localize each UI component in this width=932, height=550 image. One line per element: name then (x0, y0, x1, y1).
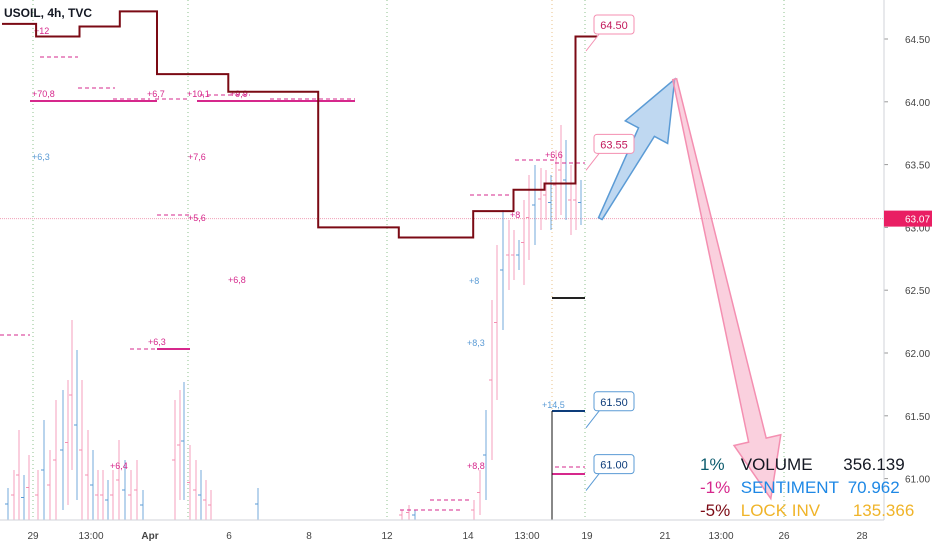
up-projection-arrow (597, 77, 676, 221)
level-tag[interactable]: 61.00 (585, 454, 635, 491)
annotation-label: +12 (34, 26, 49, 36)
annotation-label: +8,3 (467, 338, 485, 348)
level-tags-layer[interactable]: 64.50 63.55 61.50 61.00 (585, 14, 635, 491)
level-tag[interactable]: 64.50 (585, 14, 635, 52)
level-tag[interactable]: 61.50 (585, 391, 635, 429)
tag-pointer (585, 472, 601, 491)
time-tick-label: Apr (141, 531, 158, 542)
step-line-layer (2, 10, 598, 239)
annotation-label: +14,5 (542, 400, 565, 410)
metric-value: 135.366 (852, 501, 915, 520)
annotation-label: +6,3 (148, 337, 166, 347)
metrics-panel: 1% VOLUME 356.139 -1% SENTIMENT 70.962 -… (700, 453, 914, 522)
price-tick-label: 62.00 (905, 349, 930, 360)
tag-pointer (585, 32, 601, 52)
annotation-label: +6,8 (228, 275, 246, 285)
time-tick-label: 13:00 (514, 531, 539, 542)
time-tick-label: 6 (226, 531, 232, 542)
time-axis[interactable]: 29 13:00 Apr 6 8 12 14 13:00 19 21 13:00 26 28 (0, 519, 884, 542)
annotation-label: +6,6 (545, 150, 563, 160)
time-tick-label: 8 (306, 531, 312, 542)
annotation-label: +7,6 (188, 152, 206, 162)
metric-value: 70.962 (847, 478, 900, 497)
price-step-line (2, 10, 598, 239)
metric-pct: -5% (700, 501, 731, 520)
tag-box (593, 133, 635, 154)
annotation-label: +8 (469, 276, 479, 286)
metric-pct: -1% (700, 478, 731, 497)
tag-label: 61.50 (600, 397, 628, 409)
time-tick-label: 28 (856, 531, 868, 542)
tag-pointer (585, 409, 601, 429)
time-tick-label: 21 (659, 531, 671, 542)
projection-arrows (597, 77, 782, 501)
tag-pointer (585, 152, 601, 171)
time-tick-label: 12 (381, 531, 393, 542)
price-tick-label: 61.00 (905, 475, 930, 486)
price-tick-label: 64.00 (905, 98, 930, 109)
time-tick-label: 29 (27, 531, 39, 542)
current-price-label: 63.07 (905, 215, 930, 226)
level-tag[interactable]: 63.55 (585, 133, 635, 171)
metric-name: LOCK INV (740, 501, 821, 520)
price-tick-label: 64.50 (905, 35, 930, 46)
time-tick-label: 13:00 (78, 531, 103, 542)
current-price-tag (884, 210, 932, 227)
tag-box (593, 14, 635, 35)
tag-label: 64.50 (600, 20, 628, 32)
annotation-label: +10,1 (187, 89, 210, 99)
annotation-label: +8,8 (467, 461, 485, 471)
metric-value: 356.139 (843, 455, 905, 474)
down-projection-arrow (671, 77, 782, 501)
tag-label: 61.00 (600, 460, 628, 472)
tag-box (593, 454, 635, 475)
grid-layer (0, 0, 884, 520)
tag-label: 63.55 (600, 139, 628, 151)
annotation-label: +6,4 (110, 461, 128, 471)
annotation-label: +70,8 (32, 89, 55, 99)
candles-layer (5, 125, 582, 520)
annotation-label: +8 (510, 210, 520, 220)
metric-row-volume: 1% VOLUME 356.139 (700, 453, 914, 476)
tag-box (593, 391, 635, 412)
metric-row-sentiment: -1% SENTIMENT 70.962 (700, 476, 914, 499)
price-tick-label: 63.50 (905, 161, 930, 172)
annotation-label: +9,9 (230, 89, 248, 99)
annotations-layer: +12 +70,8 +6,7 +10,1 +9,9 +6,3 +7,6 +5,6 +6,8 +6,… (32, 26, 565, 471)
metric-pct: 1% (700, 455, 725, 474)
annotation-label: +6,7 (147, 89, 165, 99)
price-tick-label: 62.50 (905, 286, 930, 297)
time-tick-label: 14 (462, 531, 474, 542)
metric-name: VOLUME (740, 455, 813, 474)
time-tick-label: 13:00 (708, 531, 733, 542)
metric-name: SENTIMENT (740, 478, 839, 497)
time-tick-label: 26 (778, 531, 790, 542)
price-axis[interactable]: 64.50 64.00 63.50 63.00 62.50 62.00 61.50 61.00… (883, 0, 932, 520)
price-tick-label: 61.50 (905, 412, 930, 423)
annotation-label: +5,6 (188, 213, 206, 223)
metric-row-lock-inv: -5% LOCK INV 135.366 (700, 499, 914, 522)
price-tick-label: 63.00 (905, 223, 930, 234)
annotation-label: +6,3 (32, 152, 50, 162)
symbol-title[interactable]: USOIL, 4h, TVC (4, 6, 93, 20)
time-tick-label: 19 (581, 531, 593, 542)
dashes-layer (0, 56, 585, 520)
